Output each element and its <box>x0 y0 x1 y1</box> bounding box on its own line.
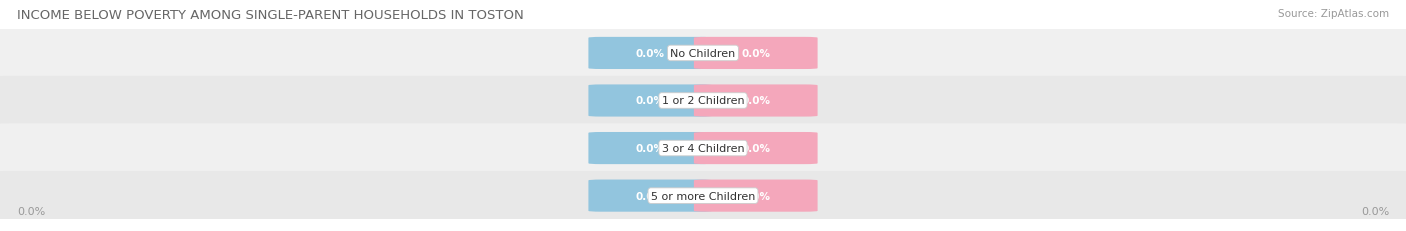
Text: 0.0%: 0.0% <box>636 49 665 59</box>
Text: 3 or 4 Children: 3 or 4 Children <box>662 143 744 153</box>
FancyBboxPatch shape <box>695 180 818 212</box>
Text: 0.0%: 0.0% <box>741 49 770 59</box>
Text: 0.0%: 0.0% <box>741 96 770 106</box>
FancyBboxPatch shape <box>589 180 713 212</box>
Text: 5 or more Children: 5 or more Children <box>651 191 755 201</box>
Text: INCOME BELOW POVERTY AMONG SINGLE-PARENT HOUSEHOLDS IN TOSTON: INCOME BELOW POVERTY AMONG SINGLE-PARENT… <box>17 9 523 22</box>
FancyBboxPatch shape <box>589 85 713 117</box>
FancyBboxPatch shape <box>695 38 818 70</box>
FancyBboxPatch shape <box>0 171 1406 220</box>
Text: 0.0%: 0.0% <box>17 206 45 216</box>
Text: 0.0%: 0.0% <box>1361 206 1389 216</box>
FancyBboxPatch shape <box>0 124 1406 173</box>
Text: 1 or 2 Children: 1 or 2 Children <box>662 96 744 106</box>
Text: 0.0%: 0.0% <box>636 143 665 153</box>
FancyBboxPatch shape <box>589 132 713 164</box>
FancyBboxPatch shape <box>695 85 818 117</box>
Text: No Children: No Children <box>671 49 735 59</box>
Text: 0.0%: 0.0% <box>636 96 665 106</box>
Text: 0.0%: 0.0% <box>636 191 665 201</box>
FancyBboxPatch shape <box>0 76 1406 126</box>
Text: 0.0%: 0.0% <box>741 143 770 153</box>
Text: 0.0%: 0.0% <box>741 191 770 201</box>
FancyBboxPatch shape <box>589 38 713 70</box>
Text: Source: ZipAtlas.com: Source: ZipAtlas.com <box>1278 9 1389 19</box>
FancyBboxPatch shape <box>0 29 1406 78</box>
FancyBboxPatch shape <box>695 132 818 164</box>
